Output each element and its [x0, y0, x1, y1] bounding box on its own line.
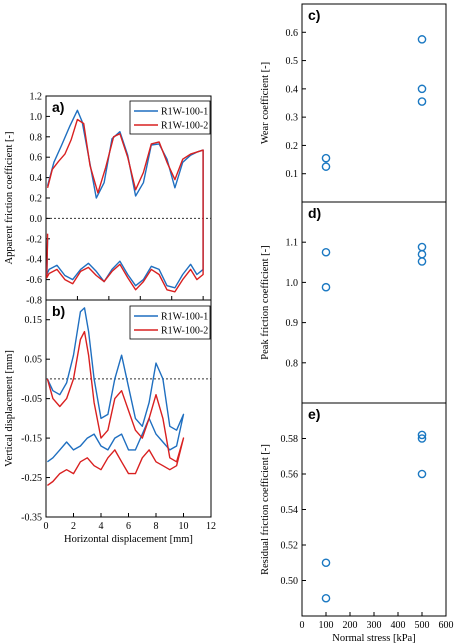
y-tick-label: -0.6	[26, 275, 42, 286]
x-tick-label: 500	[415, 620, 430, 631]
x-axis-label: Normal stress [kPa]	[332, 633, 415, 644]
x-tick-label: 8	[154, 521, 159, 532]
y-tick-label: 1.1	[286, 238, 299, 249]
y-tick-label: 0.58	[281, 434, 299, 445]
y-tick-label: 1.2	[30, 92, 43, 103]
panel-label: b)	[52, 303, 65, 319]
legend-box	[129, 100, 211, 135]
data-point	[417, 469, 427, 479]
panel-1	[45, 299, 212, 518]
y-tick-label: -0.2	[26, 234, 42, 245]
y-tick-label: 0.50	[281, 576, 299, 587]
panel-label: e)	[308, 406, 320, 422]
data-point	[321, 593, 331, 603]
legend-box	[129, 305, 211, 340]
y-tick-label: -0.05	[21, 394, 42, 405]
panel-2	[301, 3, 447, 203]
y-axis-label: Peak friction coefficient [-]	[260, 245, 271, 359]
x-tick-label: 200	[343, 620, 358, 631]
x-tick-label: 400	[391, 620, 406, 631]
x-tick-label: 6	[126, 521, 131, 532]
x-tick-label: 0	[300, 620, 305, 631]
plot-frame	[301, 3, 447, 203]
x-tick-label: 12	[206, 521, 216, 532]
x-tick-label: 0	[44, 521, 49, 532]
series-line-2	[46, 118, 204, 293]
x-tick-label: 10	[179, 521, 189, 532]
y-tick-label: 0.9	[286, 318, 299, 329]
x-tick-label: 4	[99, 521, 104, 532]
data-point	[321, 162, 331, 171]
plot-frame	[301, 201, 447, 404]
y-axis-label: Vertical displacement [mm]	[4, 350, 15, 467]
y-tick-label: 0.54	[281, 505, 299, 516]
y-tick-label: -0.15	[21, 434, 42, 445]
x-axis-label: Horizontal displacement [mm]	[64, 534, 193, 545]
y-axis-label: Residual friction coefficient [-]	[260, 444, 271, 575]
x-tick-label: 300	[367, 620, 382, 631]
series-line-2	[46, 330, 185, 486]
y-axis-label: Wear coefficient [-]	[260, 62, 271, 144]
y-tick-label: 0.56	[281, 470, 299, 481]
x-tick-label: 600	[439, 620, 454, 631]
data-point	[417, 84, 427, 94]
x-tick-label: 2	[71, 521, 76, 532]
panel-label: a)	[52, 99, 64, 115]
y-tick-label: 0.3	[286, 113, 299, 124]
y-tick-label: 0.0	[30, 214, 43, 225]
y-tick-label: 0.05	[25, 355, 43, 366]
y-tick-label: 0.52	[281, 541, 299, 552]
y-tick-label: 0.8	[30, 132, 43, 143]
data-point	[417, 249, 427, 259]
data-point	[321, 282, 331, 292]
y-tick-label: 0.2	[30, 194, 43, 205]
data-point	[321, 558, 331, 568]
legend-label: R1W-100-1	[161, 107, 208, 118]
y-tick-label: -0.4	[26, 255, 42, 266]
panel-label: c)	[308, 7, 320, 23]
series-line-1	[46, 307, 185, 463]
panel-label: d)	[308, 205, 321, 221]
y-tick-label: -0.25	[21, 473, 42, 484]
panel-3	[301, 201, 447, 404]
y-tick-label: 0.8	[286, 358, 299, 369]
y-tick-label: 0.4	[286, 84, 299, 95]
series-line-1	[46, 109, 204, 289]
y-tick-label: 1.0	[286, 278, 299, 289]
y-tick-label: -0.35	[21, 513, 42, 524]
data-point	[417, 35, 427, 44]
y-tick-label: 0.2	[286, 141, 299, 152]
y-tick-label: 0.6	[30, 153, 43, 164]
y-tick-label: 0.4	[30, 173, 43, 184]
legend-label: R1W-100-2	[161, 326, 208, 337]
legend-label: R1W-100-1	[161, 312, 208, 323]
y-tick-label: 0.1	[286, 169, 299, 180]
y-tick-label: 0.6	[286, 28, 299, 39]
y-tick-label: 0.15	[25, 315, 43, 326]
data-point	[321, 247, 331, 257]
data-point	[417, 434, 427, 443]
y-tick-label: -0.8	[26, 296, 42, 307]
panel-4	[301, 402, 447, 617]
data-point	[417, 430, 427, 440]
data-point	[417, 257, 427, 266]
y-axis-label: Apparent friction coefficient [-]	[4, 131, 15, 264]
y-tick-label: 1.0	[30, 112, 43, 123]
legend-label: R1W-100-2	[161, 121, 208, 132]
data-point	[417, 97, 427, 106]
data-point	[417, 242, 427, 252]
y-tick-label: 0.5	[286, 56, 299, 67]
x-tick-label: 100	[319, 620, 334, 631]
data-point	[321, 153, 331, 163]
